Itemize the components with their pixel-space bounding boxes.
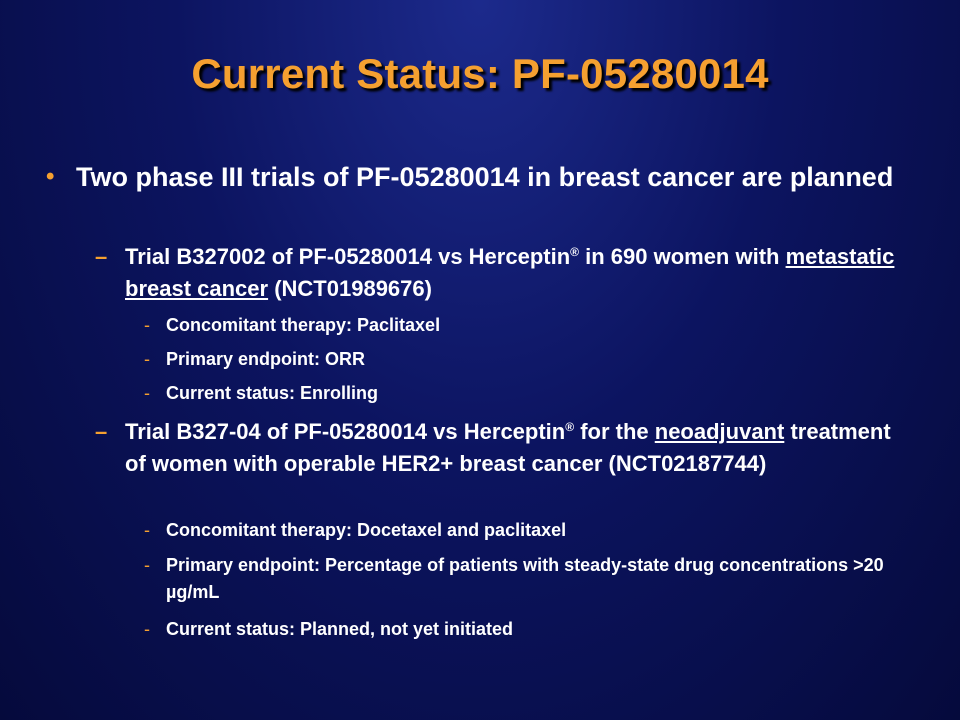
- trial-2-detail-text: Concomitant therapy: Docetaxel and pacli…: [166, 520, 567, 540]
- small-dash-icon: -: [144, 315, 150, 335]
- small-dash-icon: -: [144, 383, 150, 403]
- trial-1-detail: - Current status: Enrolling: [144, 380, 926, 407]
- trial-2-detail-text: Current status: Planned, not yet initiat…: [166, 619, 514, 639]
- trial-1-underlined: metastatic breast cancer: [125, 244, 895, 301]
- small-dash-icon: -: [144, 555, 150, 575]
- trial-1-detail-text: Current status: Enrolling: [166, 383, 379, 403]
- trial-1-detail-text: Primary endpoint: ORR: [166, 349, 366, 369]
- dash-icon: –: [95, 419, 108, 444]
- trial-2-text-c: treatment of women with operable HER2+ b…: [125, 419, 891, 476]
- trial-2-detail: - Concomitant therapy: Docetaxel and pac…: [144, 517, 926, 544]
- trial-1-detail: - Primary endpoint: ORR: [144, 346, 926, 373]
- trial-2-detail: - Primary endpoint: Percentage of patien…: [144, 552, 926, 606]
- trial-1-text-c: (NCT01989676): [268, 276, 432, 301]
- trial-2-underlined: neoadjuvant: [654, 419, 785, 444]
- main-bullet-text: Two phase III trials of PF-05280014 in b…: [76, 162, 894, 192]
- trial-1-detail-text: Concomitant therapy: Paclitaxel: [166, 315, 441, 335]
- trial-2-item: – Trial B327-04 of PF-05280014 vs Hercep…: [95, 416, 915, 480]
- small-dash-icon: -: [144, 349, 150, 369]
- small-dash-icon: -: [144, 520, 150, 540]
- trial-1-detail: - Concomitant therapy: Paclitaxel: [144, 312, 926, 339]
- slide-title: Current Status: PF-05280014: [191, 50, 769, 97]
- trial-2-detail: - Current status: Planned, not yet initi…: [144, 616, 926, 643]
- trial-2-text-a: Trial B327-04 of PF-05280014 vs Hercepti…: [125, 419, 566, 444]
- bullet-icon: •: [46, 163, 55, 190]
- trial-2-text-b: for the: [574, 419, 655, 444]
- trial-2-detail-text: Primary endpoint: Percentage of patients…: [166, 555, 884, 602]
- registered-mark: ®: [570, 245, 579, 259]
- registered-mark: ®: [565, 420, 575, 434]
- trial-1-item: – Trial B327002 of PF-05280014 vs Hercep…: [95, 241, 915, 305]
- main-bullet: • Two phase III trials of PF-05280014 in…: [46, 160, 896, 194]
- small-dash-icon: -: [144, 619, 150, 639]
- trial-1-text-b: in 690 women with: [578, 244, 786, 269]
- dash-icon: –: [95, 244, 108, 269]
- trial-1-text-a: Trial B327002 of PF-05280014 vs Hercepti…: [125, 244, 571, 269]
